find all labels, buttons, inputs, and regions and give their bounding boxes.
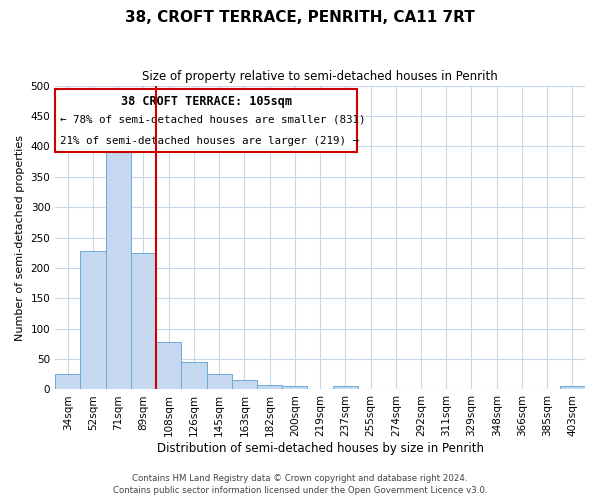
X-axis label: Distribution of semi-detached houses by size in Penrith: Distribution of semi-detached houses by … (157, 442, 484, 455)
Bar (106, 140, 131, 390)
Text: 38 CROFT TERRACE: 105sqm: 38 CROFT TERRACE: 105sqm (121, 94, 292, 108)
Text: 38, CROFT TERRACE, PENRITH, CA11 7RT: 38, CROFT TERRACE, PENRITH, CA11 7RT (125, 10, 475, 25)
Title: Size of property relative to semi-detached houses in Penrith: Size of property relative to semi-detach… (142, 70, 498, 83)
Text: Contains HM Land Registry data © Crown copyright and database right 2024.
Contai: Contains HM Land Registry data © Crown c… (113, 474, 487, 495)
Bar (80, 251, 106, 390)
Bar (206, 374, 232, 390)
Bar (282, 386, 307, 390)
Bar (131, 254, 156, 390)
Bar (332, 386, 358, 390)
Text: ← 78% of semi-detached houses are smaller (831): ← 78% of semi-detached houses are smalle… (61, 114, 366, 124)
Bar (55, 374, 80, 390)
Bar (257, 385, 282, 390)
Bar (560, 386, 585, 390)
Bar (181, 362, 206, 390)
Bar (55, 88, 357, 152)
Y-axis label: Number of semi-detached properties: Number of semi-detached properties (15, 134, 25, 340)
Bar (232, 380, 257, 390)
Text: 21% of semi-detached houses are larger (219) →: 21% of semi-detached houses are larger (… (61, 136, 359, 146)
Bar (156, 342, 181, 390)
